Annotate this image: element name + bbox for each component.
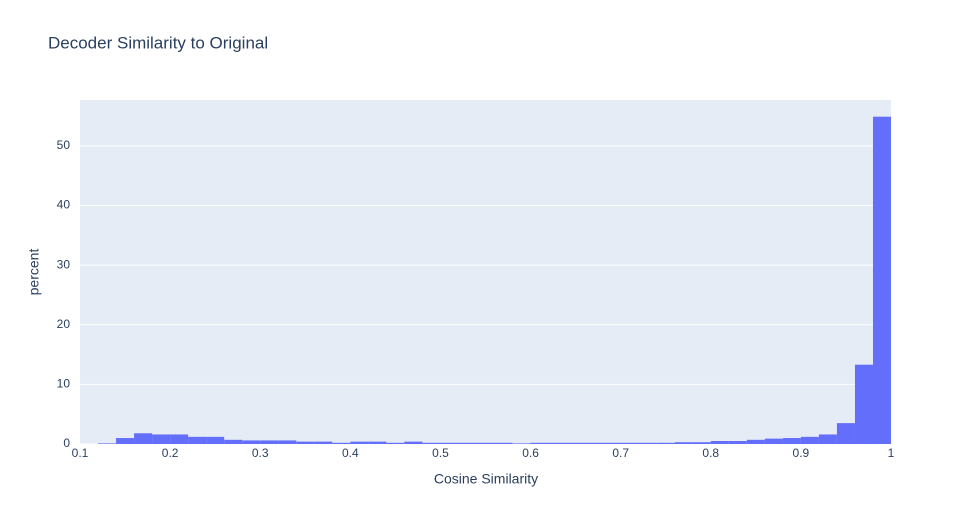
x-tick-label: 1 (888, 446, 895, 460)
x-tick-label: 0.7 (612, 446, 629, 460)
bar (332, 442, 351, 444)
bar (584, 442, 603, 444)
bar (602, 442, 621, 444)
bar (530, 442, 549, 444)
bar (512, 443, 531, 444)
bar (620, 442, 639, 444)
bar (260, 440, 279, 444)
y-tick-label: 10 (57, 377, 71, 391)
bar (242, 440, 261, 444)
y-tick-label: 20 (57, 317, 71, 331)
bar (782, 438, 801, 444)
bar (98, 443, 117, 444)
bar (818, 434, 837, 444)
bar (566, 442, 585, 444)
bar (728, 441, 747, 444)
x-axis-title: Cosine Similarity (434, 471, 538, 487)
bar (458, 442, 477, 444)
bar (440, 442, 459, 444)
x-tick-label: 0.1 (72, 446, 89, 460)
bar (422, 442, 441, 444)
bar (224, 439, 243, 444)
y-tick-label: 40 (57, 198, 71, 212)
bar (746, 439, 765, 444)
bar (404, 441, 423, 444)
bar (710, 441, 729, 444)
bar (386, 442, 405, 444)
y-tick-label: 30 (57, 257, 71, 271)
bar (854, 364, 873, 444)
chart-title: Decoder Similarity to Original (48, 33, 268, 52)
bar (674, 442, 693, 444)
bar (872, 116, 891, 444)
bar (152, 434, 171, 444)
bar (278, 440, 297, 444)
y-axis-title: percent (26, 249, 42, 296)
bar (350, 441, 369, 444)
bar (170, 434, 189, 444)
x-tick-label: 0.3 (252, 446, 269, 460)
bar (800, 436, 819, 444)
y-tick-label: 50 (57, 138, 71, 152)
bar (836, 423, 855, 444)
bar (764, 438, 783, 444)
x-tick-label: 0.5 (432, 446, 449, 460)
bar (134, 433, 153, 444)
plot-background (80, 100, 891, 444)
bar (548, 442, 567, 444)
x-tick-label: 0.4 (342, 446, 359, 460)
bar (476, 442, 495, 444)
bar (656, 442, 675, 444)
bar (296, 441, 315, 444)
x-tick-label: 0.9 (793, 446, 810, 460)
bar (692, 442, 711, 444)
y-tick-label: 0 (63, 436, 70, 450)
bar (638, 442, 657, 444)
x-tick-label: 0.6 (522, 446, 539, 460)
bar (314, 441, 333, 444)
bar (116, 438, 135, 444)
x-tick-label: 0.2 (162, 446, 179, 460)
bar (368, 441, 387, 444)
x-tick-label: 0.8 (702, 446, 719, 460)
bar (188, 436, 207, 444)
bar (206, 436, 225, 444)
bar (494, 442, 513, 444)
